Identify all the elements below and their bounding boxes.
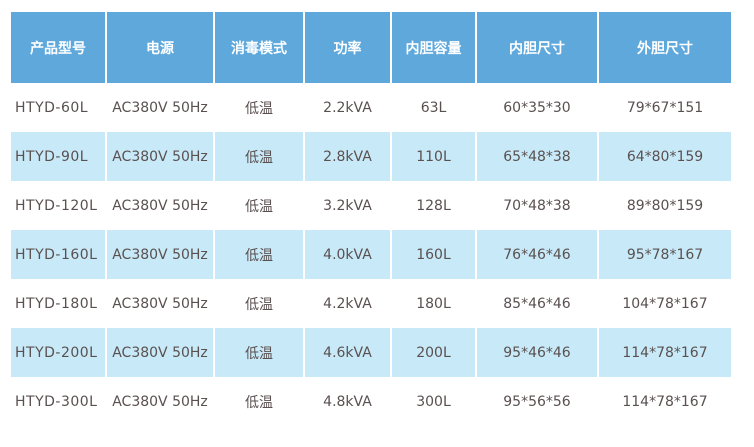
cell-model: HTYD-200L (11, 328, 105, 377)
cell-inner-capacity: 128L (416, 197, 451, 214)
header-row: 产品型号 电源 消毒模式 功率 内胆容量 内胆尺寸 外胆尺寸 (11, 12, 731, 83)
header-inner-capacity: 内胆容量 (392, 12, 475, 83)
cell-inner-size: 60*35*30 (503, 99, 571, 116)
cell-inner-capacity: 300L (416, 393, 451, 410)
cell-inner-size: 76*46*46 (477, 230, 597, 279)
cell-inner-capacity: 63L (420, 99, 447, 116)
cell-disinfection-mode: 低温 (215, 230, 303, 279)
cell-outer-size: 104*78*167 (622, 295, 708, 312)
cell-power: 4.6kVA (305, 328, 390, 377)
cell-power-supply: AC380V 50Hz (112, 197, 208, 214)
cell-inner-size: 95*56*56 (503, 393, 571, 410)
table-row: HTYD-180L AC380V 50Hz 低温 4.2kVA 180L 85*46*46… (11, 279, 731, 328)
header-inner-size: 内胆尺寸 (477, 12, 597, 83)
spec-table: 产品型号 电源 消毒模式 功率 内胆容量 内胆尺寸 外胆尺寸 HTYD-60L AC380V … (9, 12, 733, 426)
cell-power-supply: AC380V 50Hz (112, 99, 208, 116)
cell-disinfection-mode: 低温 (245, 296, 273, 313)
header-outer-size: 外胆尺寸 (599, 12, 731, 83)
header-power: 功率 (305, 12, 390, 83)
cell-model: HTYD-180L (15, 295, 98, 312)
cell-power: 4.8kVA (323, 393, 372, 410)
cell-disinfection-mode: 低温 (245, 100, 273, 117)
header-power-supply: 电源 (107, 12, 213, 83)
table-row: HTYD-60L AC380V 50Hz 低温 2.2kVA 63L 60*35*30 79… (11, 83, 731, 132)
table-row: HTYD-200L AC380V 50Hz 低温 4.6kVA 200L 95*46*46… (11, 328, 731, 377)
cell-power-supply: AC380V 50Hz (112, 295, 208, 312)
cell-power-supply: AC380V 50Hz (107, 132, 213, 181)
cell-inner-size: 95*46*46 (477, 328, 597, 377)
cell-power-supply: AC380V 50Hz (107, 328, 213, 377)
cell-outer-size: 114*78*167 (599, 328, 731, 377)
table-row: HTYD-160L AC380V 50Hz 低温 4.0kVA 160L 76*46*46… (11, 230, 731, 279)
cell-power: 3.2kVA (323, 197, 372, 214)
cell-power-supply: AC380V 50Hz (112, 393, 208, 410)
cell-disinfection-mode: 低温 (245, 394, 273, 411)
cell-inner-size: 85*46*46 (503, 295, 571, 312)
header-model: 产品型号 (11, 12, 105, 83)
cell-model: HTYD-120L (15, 197, 98, 214)
cell-outer-size: 64*80*159 (599, 132, 731, 181)
cell-power: 4.0kVA (305, 230, 390, 279)
cell-outer-size: 95*78*167 (599, 230, 731, 279)
cell-inner-capacity: 160L (392, 230, 475, 279)
cell-power: 2.2kVA (323, 99, 372, 116)
cell-disinfection-mode: 低温 (215, 132, 303, 181)
cell-power: 4.2kVA (323, 295, 372, 312)
cell-inner-capacity: 110L (392, 132, 475, 181)
cell-inner-capacity: 200L (392, 328, 475, 377)
cell-model: HTYD-60L (15, 99, 89, 116)
cell-disinfection-mode: 低温 (245, 198, 273, 215)
cell-disinfection-mode: 低温 (215, 328, 303, 377)
cell-outer-size: 79*67*151 (626, 99, 704, 116)
table-row: HTYD-120L AC380V 50Hz 低温 3.2kVA 128L 70*48*38… (11, 181, 731, 230)
cell-outer-size: 89*80*159 (626, 197, 704, 214)
header-disinfection-mode: 消毒模式 (215, 12, 303, 83)
table-row: HTYD-300L AC380V 50Hz 低温 4.8kVA 300L 95*56*56… (11, 377, 731, 426)
cell-inner-capacity: 180L (416, 295, 451, 312)
cell-model: HTYD-90L (11, 132, 105, 181)
cell-power-supply: AC380V 50Hz (107, 230, 213, 279)
cell-inner-size: 70*48*38 (503, 197, 571, 214)
cell-outer-size: 114*78*167 (622, 393, 708, 410)
cell-model: HTYD-160L (11, 230, 105, 279)
cell-model: HTYD-300L (15, 393, 98, 410)
table-row: HTYD-90L AC380V 50Hz 低温 2.8kVA 110L 65*48*38 6… (11, 132, 731, 181)
cell-inner-size: 65*48*38 (477, 132, 597, 181)
cell-power: 2.8kVA (305, 132, 390, 181)
